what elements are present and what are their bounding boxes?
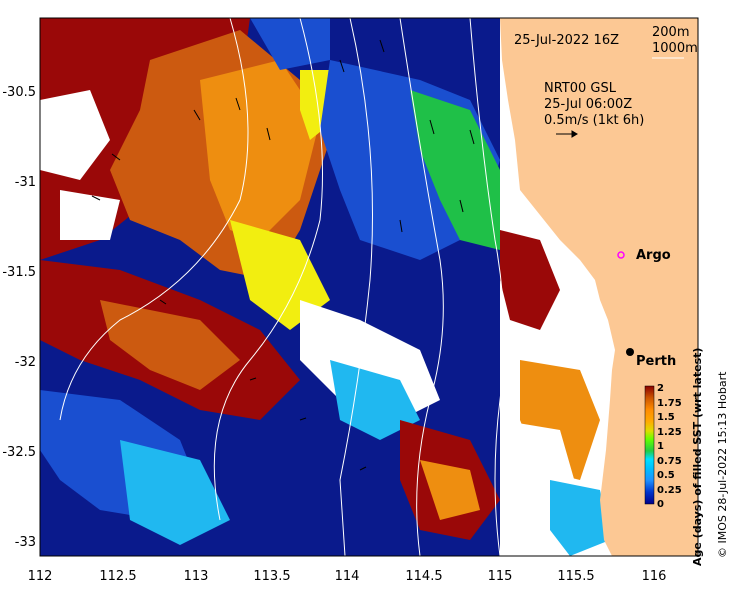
colorbar-tick: 0 — [657, 499, 664, 510]
y-tick-label: -32.5 — [2, 445, 36, 460]
x-tick-label: 113 — [184, 569, 209, 584]
colorbar-tick: 1.75 — [657, 398, 682, 409]
plot-border — [39, 17, 699, 557]
credit-line: © IMOS 28-Jul-2022 15:13 Hobart — [716, 371, 729, 558]
bathymetry-contours — [59, 18, 505, 556]
current-scale-arrow-icon — [556, 130, 578, 138]
x-axis: 112 112.5 113 113.5 114 114.5 115 115.5 … — [28, 569, 667, 584]
colorbar-tick: 1 — [657, 441, 664, 452]
colorbar: 2 1.75 1.5 1.25 1 0.75 0.5 0.25 0 — [644, 383, 682, 510]
y-tick-label: -31.5 — [2, 265, 36, 280]
contour-legend-200m: 200m — [652, 25, 689, 40]
contour-legend-1000m: 1000m — [652, 41, 698, 56]
x-tick-label: 115.5 — [557, 569, 594, 584]
colorbar-tick: 0.75 — [657, 456, 682, 467]
colorbar-tick: 1.25 — [657, 427, 682, 438]
y-tick-label: -33 — [15, 535, 36, 550]
sst-age-field — [40, 18, 610, 556]
x-tick-label: 115 — [488, 569, 513, 584]
current-source-label: NRT00 GSL — [544, 81, 617, 96]
y-tick-label: -32 — [15, 355, 36, 370]
colorbar-gradient — [644, 385, 655, 505]
x-tick-label: 112.5 — [99, 569, 136, 584]
y-tick-label: -30.5 — [2, 85, 36, 100]
x-tick-label: 116 — [642, 569, 667, 584]
colorbar-tick: 1.5 — [657, 412, 675, 423]
y-axis: -30.5 -31 -31.5 -32 -32.5 -33 — [2, 85, 36, 550]
x-tick-label: 114 — [335, 569, 360, 584]
current-time-label: 25-Jul 06:00Z — [544, 97, 632, 112]
current-scale-label: 0.5m/s (1kt 6h) — [544, 113, 644, 128]
colorbar-tick: 0.5 — [657, 470, 675, 481]
perth-marker-icon — [626, 348, 634, 356]
argo-float-icon — [617, 251, 625, 259]
colorbar-title: Age (days) of filled SST (wrt latest) — [691, 348, 704, 566]
map-plot-area — [40, 18, 698, 556]
place-label-argo: Argo — [636, 248, 671, 263]
colorbar-tick: 2 — [657, 383, 664, 394]
current-vectors — [91, 39, 475, 471]
x-tick-label: 112 — [28, 569, 53, 584]
x-tick-label: 113.5 — [253, 569, 290, 584]
x-tick-label: 114.5 — [405, 569, 442, 584]
date-label: 25-Jul-2022 16Z — [514, 33, 619, 48]
y-tick-label: -31 — [15, 175, 36, 190]
colorbar-tick: 0.25 — [657, 485, 682, 496]
place-label-perth: Perth — [636, 354, 676, 369]
